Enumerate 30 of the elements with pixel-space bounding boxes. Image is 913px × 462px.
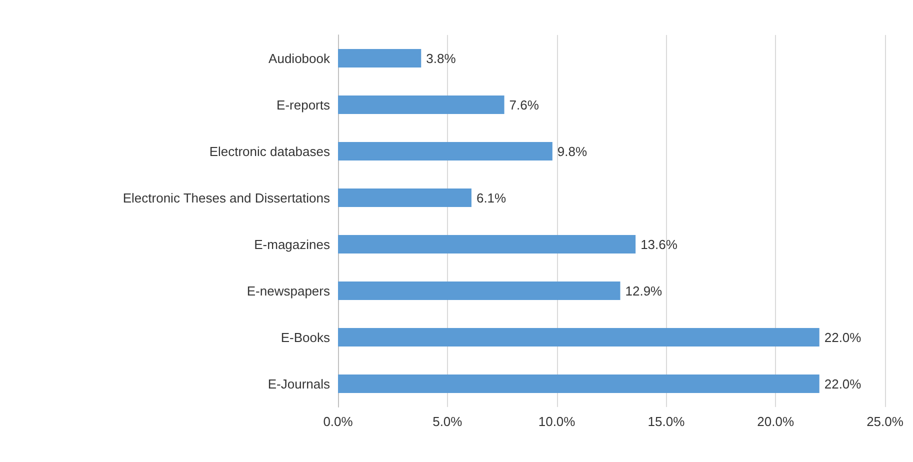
- y-tick-label: Audiobook: [268, 50, 330, 66]
- y-tick-label: E-newspapers: [246, 283, 330, 298]
- data-label: 22.0%: [824, 330, 862, 345]
- data-label: 13.6%: [640, 236, 678, 252]
- data-label: 22.0%: [824, 376, 862, 392]
- y-tick-label: E-Books: [280, 330, 330, 345]
- x-tick-label: 5.0%: [432, 414, 463, 429]
- data-label: 12.9%: [625, 283, 663, 298]
- x-tick-label: 0.0%: [323, 414, 354, 429]
- data-label: 6.1%: [476, 190, 507, 206]
- bar: [338, 234, 636, 254]
- x-tick-label: 25.0%: [866, 414, 904, 429]
- data-label: 9.8%: [557, 144, 588, 159]
- x-tick-label: 20.0%: [757, 414, 794, 429]
- y-tick-label: E-magazines: [254, 236, 330, 252]
- bar: [338, 328, 820, 347]
- bar: [338, 48, 422, 68]
- x-tick-label: 10.0%: [538, 414, 576, 429]
- y-tick-label: Electronic databases: [209, 144, 330, 159]
- bar: [338, 95, 504, 114]
- y-tick-label: E-reports: [276, 97, 330, 112]
- y-tick-label: E-Journals: [268, 376, 330, 392]
- bar: [338, 281, 620, 300]
- bar: [338, 142, 552, 161]
- bar: [338, 374, 820, 394]
- x-tick-label: 15.0%: [648, 414, 686, 429]
- bar: [338, 188, 472, 208]
- y-tick-label: Electronic Theses and Dissertations: [122, 190, 330, 206]
- data-label: 3.8%: [426, 50, 456, 66]
- data-label: 7.6%: [509, 97, 540, 112]
